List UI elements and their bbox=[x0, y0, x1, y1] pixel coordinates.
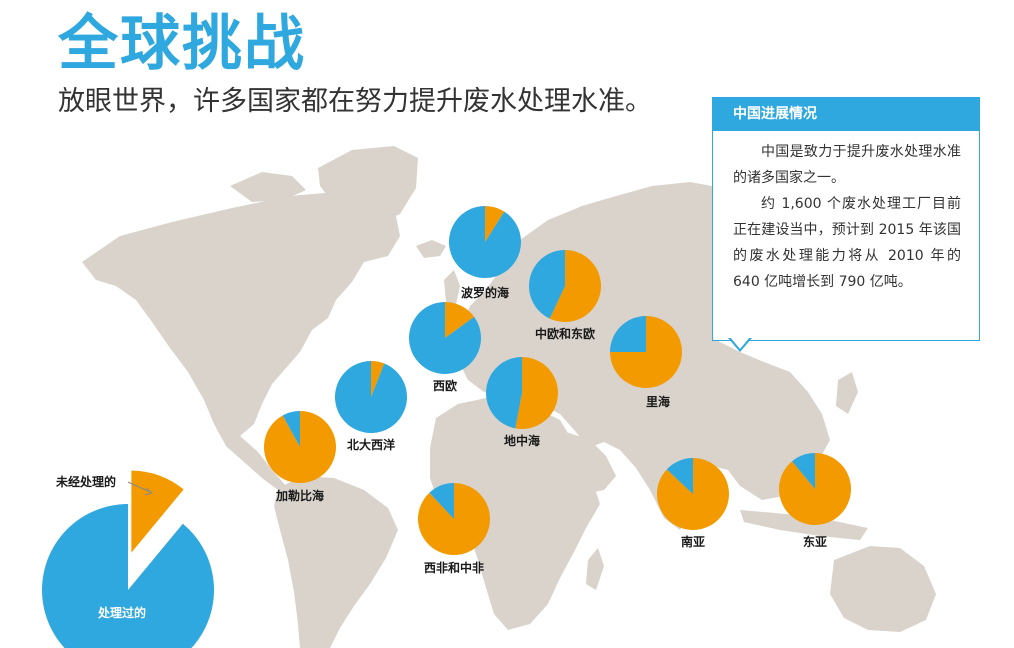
legend-pointer bbox=[127, 481, 151, 493]
pie-slice-treated bbox=[486, 357, 522, 429]
pie-region-label: 波罗的海 bbox=[461, 285, 509, 300]
pie-region-label: 地中海 bbox=[504, 433, 540, 448]
china-panel-paragraph: 约 1,600 个废水处理工厂目前正在建设当中，预计到 2015 年该国的废水处… bbox=[733, 196, 961, 290]
pie-region-label: 里海 bbox=[646, 394, 670, 409]
map-africa bbox=[430, 398, 600, 630]
pie-region-label: 中欧和东欧 bbox=[535, 326, 595, 341]
pie-slice-treated bbox=[335, 360, 407, 433]
pie-slice-untreated bbox=[485, 206, 505, 242]
china-panel-body: 中国是致力于提升废水处理水准的诸多国家之一。 约 1,600 个废水处理工厂目前… bbox=[713, 131, 979, 295]
pie-slice-untreated bbox=[264, 411, 337, 483]
pie-slice-treated bbox=[666, 458, 693, 494]
pie-6: 里海 bbox=[610, 316, 682, 409]
page-title: 全球挑战 bbox=[58, 9, 306, 79]
map-uk bbox=[444, 270, 460, 304]
pie-region-label: 东亚 bbox=[803, 534, 827, 549]
legend-slice-untreated bbox=[131, 470, 184, 553]
legend-label-treated: 处理过的 bbox=[97, 605, 146, 620]
pie-slice-treated bbox=[792, 453, 815, 489]
pie-5: 地中海 bbox=[486, 357, 559, 448]
map-greenland bbox=[318, 146, 418, 226]
pie-slice-untreated bbox=[549, 250, 602, 323]
map-japan bbox=[836, 372, 858, 414]
pie-slice-untreated bbox=[445, 302, 475, 338]
pie-slice-treated bbox=[429, 483, 454, 519]
map-north-america bbox=[82, 192, 400, 438]
pie-slice-treated bbox=[282, 411, 300, 447]
pie-slice-treated bbox=[610, 316, 646, 352]
map-central-america bbox=[214, 424, 286, 490]
map-indonesia bbox=[740, 510, 868, 540]
pie-8: 西非和中非 bbox=[418, 483, 491, 575]
pie-10: 东亚 bbox=[779, 453, 851, 549]
china-info-panel: 中国进展情况 中国是致力于提升废水处理水准的诸多国家之一。 约 1,600 个废… bbox=[712, 97, 980, 341]
pie-slice-untreated bbox=[371, 361, 385, 397]
pie-slice-untreated bbox=[515, 357, 559, 430]
pie-slice-treated bbox=[529, 250, 565, 319]
pie-slice-treated bbox=[448, 206, 521, 279]
legend-slice-treated bbox=[42, 504, 214, 648]
map-south-america bbox=[274, 476, 398, 648]
china-panel-heading: 中国进展情况 bbox=[713, 98, 979, 131]
legend-pie: 处理过的 未经处理的 bbox=[42, 470, 214, 648]
pie-region-label: 北大西洋 bbox=[347, 437, 395, 452]
pie-7: 加勒比海 bbox=[264, 411, 337, 503]
pie-region-label: 加勒比海 bbox=[275, 488, 324, 503]
pie-slice-treated bbox=[408, 302, 481, 374]
map-australia bbox=[830, 546, 936, 632]
china-panel-paragraph: 中国是致力于提升废水处理水准的诸多国家之一。 bbox=[733, 144, 961, 186]
map-iceland bbox=[416, 240, 446, 258]
pie-1: 波罗的海 bbox=[448, 206, 521, 300]
map-madagascar bbox=[586, 548, 604, 590]
pie-region-label: 西非和中非 bbox=[424, 560, 484, 575]
pie-4: 北大西洋 bbox=[335, 360, 407, 452]
legend-pointer-arrow bbox=[144, 487, 154, 496]
panel-pointer-inner bbox=[730, 337, 750, 349]
pie-9: 南亚 bbox=[657, 458, 730, 549]
page-subtitle: 放眼世界，许多国家都在努力提升废水处理水准。 bbox=[58, 86, 652, 117]
map-arctic-islands bbox=[230, 172, 306, 202]
pie-region-label: 西欧 bbox=[433, 378, 457, 393]
legend-label-untreated: 未经处理的 bbox=[55, 474, 116, 489]
pie-region-label: 南亚 bbox=[681, 534, 705, 549]
pie-slice-untreated bbox=[657, 458, 730, 530]
pie-3: 西欧 bbox=[408, 302, 481, 393]
pie-2: 中欧和东欧 bbox=[529, 250, 602, 341]
